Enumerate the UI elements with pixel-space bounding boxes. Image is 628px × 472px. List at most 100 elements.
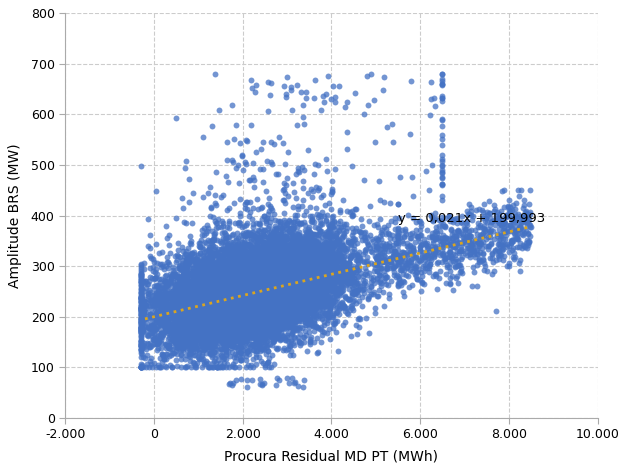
Point bbox=[260, 296, 270, 304]
Point bbox=[259, 317, 269, 324]
Point bbox=[200, 308, 210, 315]
Point bbox=[267, 291, 277, 299]
Point bbox=[207, 352, 217, 359]
Point bbox=[269, 269, 279, 277]
Point bbox=[236, 349, 246, 357]
Point bbox=[257, 329, 267, 336]
Point bbox=[303, 239, 313, 246]
Point bbox=[330, 242, 340, 249]
Point bbox=[330, 252, 340, 259]
Point bbox=[308, 311, 318, 319]
Point bbox=[195, 346, 205, 353]
Point bbox=[278, 257, 288, 265]
Point bbox=[279, 266, 289, 274]
Point bbox=[296, 306, 306, 313]
Point bbox=[222, 286, 232, 294]
Point bbox=[304, 298, 314, 305]
Point bbox=[316, 256, 326, 264]
Point bbox=[205, 303, 215, 310]
Point bbox=[238, 324, 248, 332]
Point bbox=[276, 295, 286, 303]
Point bbox=[298, 285, 308, 292]
Point bbox=[251, 233, 261, 241]
Point bbox=[183, 338, 193, 346]
Point bbox=[256, 380, 266, 388]
Point bbox=[318, 290, 328, 298]
Point bbox=[246, 269, 256, 277]
Point bbox=[274, 258, 284, 266]
Point bbox=[337, 253, 347, 260]
Point bbox=[365, 70, 376, 78]
Point bbox=[185, 295, 195, 302]
Point bbox=[252, 230, 262, 238]
Point bbox=[284, 263, 294, 271]
Point bbox=[254, 297, 264, 304]
Point bbox=[160, 311, 170, 318]
Point bbox=[482, 208, 492, 216]
Point bbox=[273, 322, 283, 330]
Point bbox=[279, 295, 289, 303]
Point bbox=[284, 281, 295, 289]
Point bbox=[323, 229, 333, 236]
Point bbox=[224, 259, 234, 266]
Point bbox=[251, 294, 261, 301]
Point bbox=[174, 308, 184, 315]
Point bbox=[136, 299, 146, 307]
Point bbox=[263, 250, 273, 257]
Point bbox=[217, 276, 227, 284]
Point bbox=[487, 217, 497, 224]
Point bbox=[274, 285, 284, 293]
Point bbox=[468, 212, 479, 219]
Point bbox=[247, 278, 257, 285]
Point bbox=[220, 271, 230, 279]
Point bbox=[315, 270, 325, 278]
Point bbox=[225, 275, 235, 283]
Point bbox=[220, 304, 230, 312]
Point bbox=[229, 305, 239, 313]
Point bbox=[467, 216, 477, 223]
Point bbox=[222, 292, 232, 299]
Point bbox=[295, 315, 305, 322]
Point bbox=[268, 299, 278, 306]
Point bbox=[298, 281, 308, 288]
Point bbox=[289, 264, 299, 272]
Point bbox=[210, 303, 220, 311]
Point bbox=[144, 296, 154, 303]
Point bbox=[234, 260, 244, 267]
Point bbox=[145, 343, 155, 351]
Point bbox=[215, 194, 225, 201]
Point bbox=[193, 291, 203, 298]
Point bbox=[443, 236, 453, 243]
Point bbox=[193, 269, 203, 276]
Point bbox=[185, 349, 195, 357]
Point bbox=[210, 278, 220, 286]
Point bbox=[206, 283, 216, 290]
Point bbox=[227, 311, 237, 318]
Point bbox=[256, 252, 266, 259]
Point bbox=[229, 294, 239, 301]
Point bbox=[225, 314, 235, 322]
Point bbox=[472, 235, 482, 243]
Point bbox=[175, 321, 185, 329]
Point bbox=[268, 279, 278, 287]
Point bbox=[269, 304, 279, 312]
Point bbox=[264, 273, 274, 280]
Point bbox=[256, 304, 266, 312]
Point bbox=[278, 290, 288, 298]
Point bbox=[274, 275, 284, 282]
Point bbox=[272, 307, 282, 315]
Point bbox=[347, 272, 357, 280]
Point bbox=[239, 318, 249, 325]
Point bbox=[202, 275, 212, 282]
Point bbox=[263, 317, 273, 325]
Point bbox=[267, 329, 277, 337]
Point bbox=[173, 320, 183, 328]
Point bbox=[243, 326, 253, 333]
Point bbox=[180, 305, 190, 312]
Point bbox=[205, 329, 215, 337]
Point bbox=[181, 287, 192, 295]
Point bbox=[234, 319, 244, 327]
Point bbox=[288, 231, 298, 238]
Point bbox=[245, 289, 255, 296]
Point bbox=[462, 210, 472, 218]
